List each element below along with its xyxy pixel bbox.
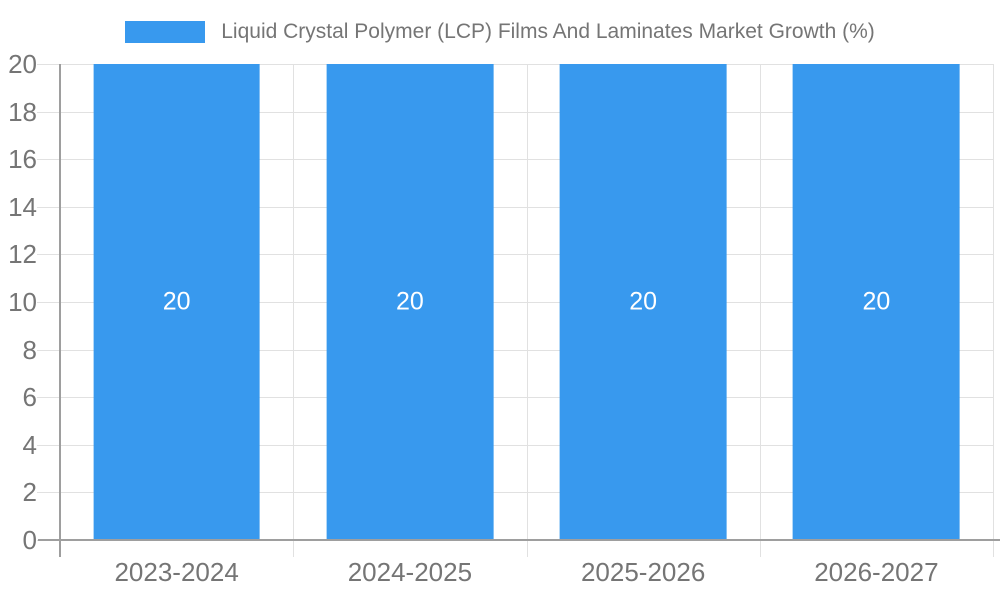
x-tick-label: 2026-2027 xyxy=(814,557,939,587)
x-gridline xyxy=(526,64,528,557)
y-tick-label: 18 xyxy=(8,96,37,127)
chart-title: Liquid Crystal Polymer (LCP) Films And L… xyxy=(221,20,875,43)
bar-value-label: 20 xyxy=(862,287,891,316)
y-gridline xyxy=(37,349,993,351)
bar-value-label: 20 xyxy=(395,287,424,316)
y-tick-label: 6 xyxy=(22,382,37,413)
x-tick-label: 2023-2024 xyxy=(114,557,239,587)
y-gridline xyxy=(37,254,993,256)
y-gridline xyxy=(37,492,993,494)
chart-legend[interactable]: Liquid Crystal Polymer (LCP) Films And L… xyxy=(0,20,1000,44)
y-tick-label: 20 xyxy=(8,49,37,79)
x-gridline xyxy=(759,64,761,557)
bar[interactable]: 20 xyxy=(792,64,960,540)
plot-area: 0 2 4 6 8 10 12 14 16 18 20 20 2023-2024 20 2024-2025 2… xyxy=(8,51,1000,585)
y-tick-label: 8 xyxy=(22,334,37,365)
bar-value-label: 20 xyxy=(162,287,191,316)
x-gridline xyxy=(993,64,994,557)
bar[interactable]: 20 xyxy=(93,64,261,540)
y-tick-label: 12 xyxy=(8,239,37,270)
y-tick-label: 14 xyxy=(8,191,37,222)
x-gridline xyxy=(293,64,295,557)
y-gridline xyxy=(37,64,993,65)
y-gridline xyxy=(37,444,993,446)
x-axis-line xyxy=(38,539,1000,541)
x-tick-label: 2024-2025 xyxy=(347,557,473,587)
y-gridline xyxy=(37,302,993,303)
y-gridline xyxy=(37,111,993,113)
bar-value-label: 20 xyxy=(629,287,658,316)
y-tick-label: 10 xyxy=(8,287,37,317)
y-gridline xyxy=(37,206,993,208)
y-tick-label: 16 xyxy=(8,144,37,175)
x-tick-label: 2025-2026 xyxy=(580,557,706,587)
y-tick-label: 4 xyxy=(22,429,37,460)
y-tick-label: 0 xyxy=(22,525,37,555)
y-gridline xyxy=(37,159,993,161)
legend-swatch[interactable] xyxy=(125,21,206,43)
y-axis-line xyxy=(59,64,61,557)
y-gridline xyxy=(37,397,993,399)
bar[interactable]: 20 xyxy=(326,64,494,540)
y-tick-label: 2 xyxy=(22,477,37,508)
bar[interactable]: 20 xyxy=(559,64,727,540)
